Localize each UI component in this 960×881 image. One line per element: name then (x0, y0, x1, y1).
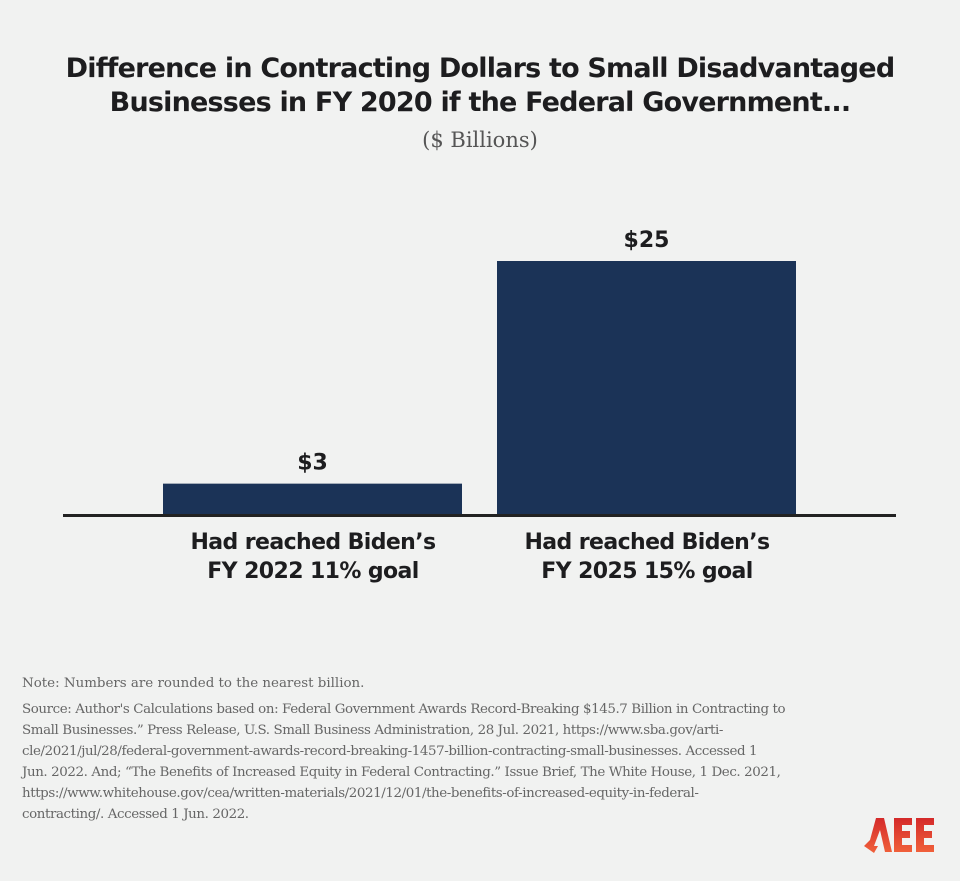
chart-subtitle: ($ Billions) (422, 128, 538, 152)
title-line: Businesses in FY 2020 if the Federal Gov… (109, 87, 851, 118)
source-line: Small Businesses.” Press Release, U.S. S… (22, 723, 724, 738)
category-label-line: Had reached Biden’s (524, 530, 770, 555)
title-line: Difference in Contracting Dollars to Sma… (65, 53, 896, 84)
source-line: https://www.whitehouse.gov/cea/written-m… (22, 786, 699, 801)
category-label-line: FY 2025 15% goal (541, 559, 753, 584)
category-label: Had reached Biden’s FY 2025 15% goal (497, 528, 797, 586)
category-label: Had reached Biden’s FY 2022 11% goal (163, 528, 463, 586)
bar (497, 261, 796, 514)
source-line: cle/2021/jul/28/federal-government-award… (22, 744, 758, 759)
note: Note: Numbers are rounded to the nearest… (22, 676, 365, 691)
category-label-line: FY 2022 11% goal (207, 559, 419, 584)
source-text: Source: Author's Calculations based on: … (22, 699, 786, 825)
source-line: contracting/. Accessed 1 Jun. 2022. (22, 807, 249, 822)
aee-logo (864, 818, 934, 853)
data-label: $25 (624, 228, 670, 253)
category-label-line: Had reached Biden’s (190, 530, 436, 555)
source-line: Source: Author's Calculations based on: … (22, 702, 786, 717)
chart-title: Difference in Contracting Dollars to Sma… (0, 52, 960, 120)
bar-chart: $3 $25 (63, 228, 896, 517)
source-line: Jun. 2022. And; “The Benefits of Increas… (22, 765, 781, 780)
data-label: $3 (297, 451, 328, 476)
bar (163, 483, 462, 514)
